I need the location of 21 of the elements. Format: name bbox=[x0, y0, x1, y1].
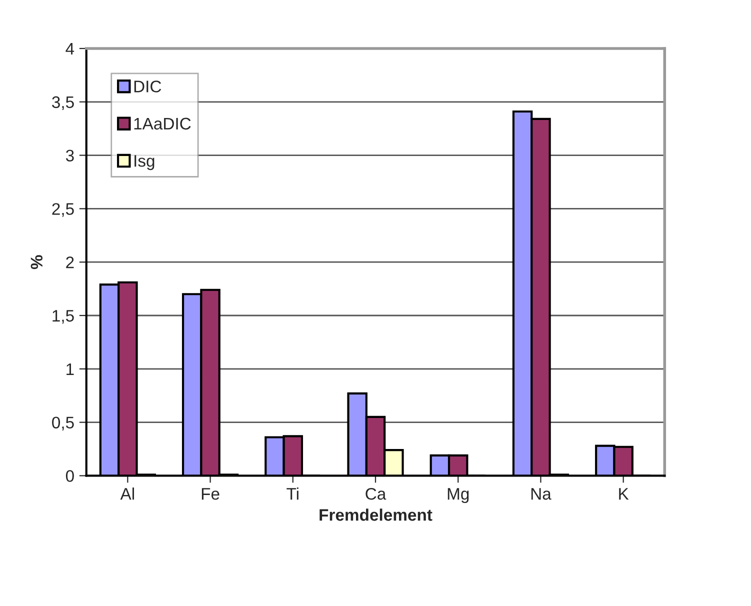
legend-label: Isg bbox=[134, 155, 154, 170]
x-tick-label: Mg bbox=[448, 488, 469, 504]
y-tick-label: 3 bbox=[66, 150, 74, 162]
legend-label: DIC bbox=[134, 80, 162, 92]
y-tick-label: 2 bbox=[66, 256, 74, 268]
legend-label: 1AaDIC bbox=[134, 118, 191, 130]
y-axis-title: % bbox=[30, 255, 43, 270]
y-tick-label: 3,5 bbox=[52, 96, 74, 110]
x-axis-title: Fremdelement bbox=[320, 508, 432, 521]
y-tick-label: 1 bbox=[66, 363, 74, 375]
x-tick-label: Na bbox=[531, 488, 552, 500]
x-tick-label: K bbox=[619, 488, 629, 500]
y-tick-label: 0,5 bbox=[52, 416, 74, 430]
y-tick-label: 1,5 bbox=[52, 310, 74, 324]
x-tick-label: Ti bbox=[286, 488, 298, 500]
x-tick-label: Al bbox=[120, 488, 134, 500]
x-tick-label: Ca bbox=[366, 488, 386, 500]
x-tick-label: Fe bbox=[202, 488, 220, 500]
y-tick-label: 0 bbox=[66, 470, 74, 482]
y-tick-label: 2,5 bbox=[52, 203, 74, 217]
y-tick-label: 4 bbox=[66, 43, 74, 55]
